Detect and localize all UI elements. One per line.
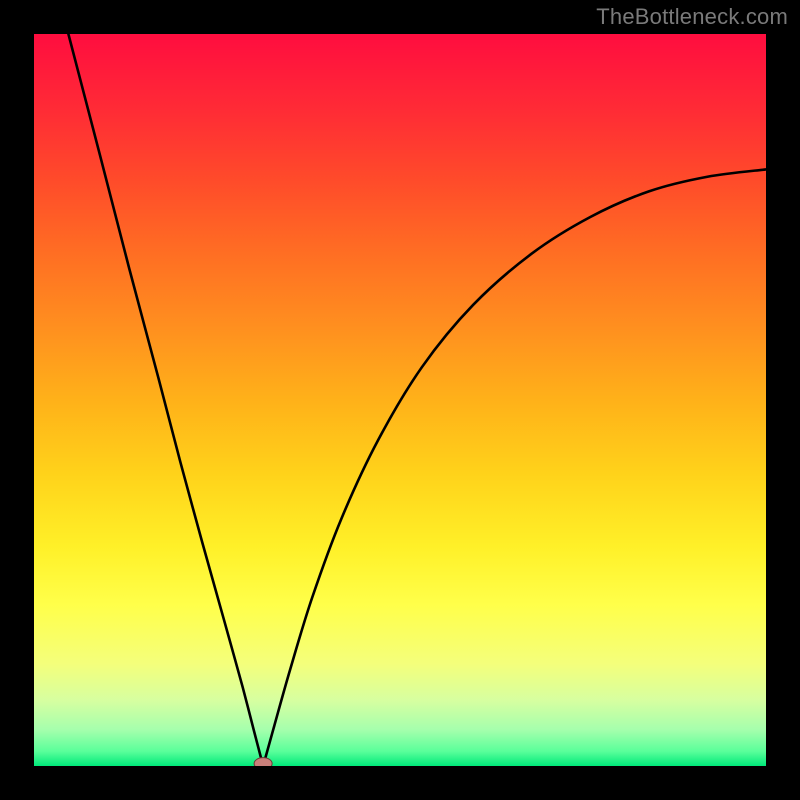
minimum-marker (254, 758, 272, 766)
plot-svg (34, 34, 766, 766)
canvas-root: TheBottleneck.com (0, 0, 800, 800)
plot-area (34, 34, 766, 766)
watermark-text: TheBottleneck.com (596, 4, 788, 30)
